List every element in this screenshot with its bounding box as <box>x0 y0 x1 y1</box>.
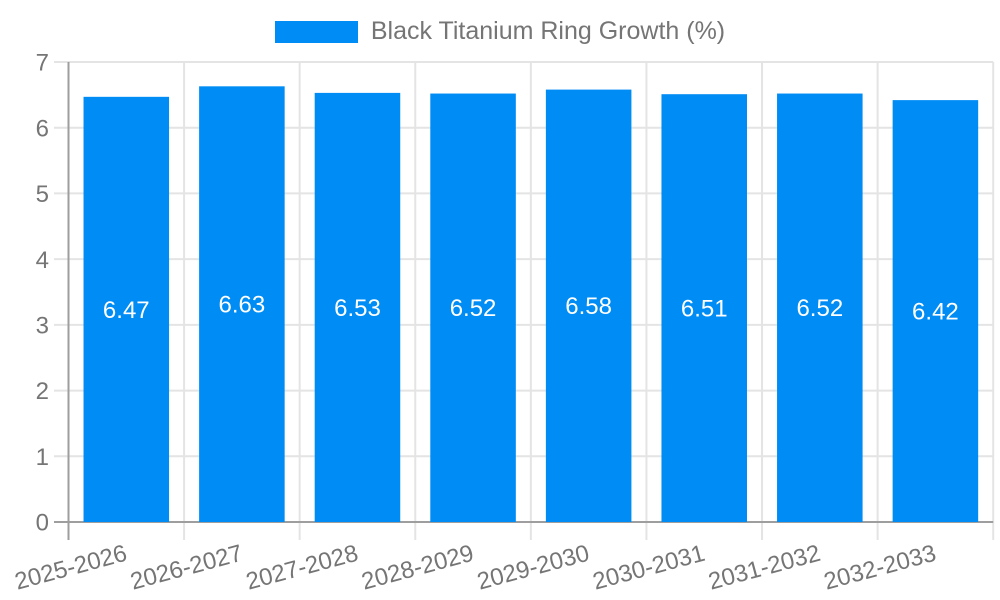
legend-swatch-icon <box>274 20 358 43</box>
bar-2028-2029[interactable] <box>430 93 516 523</box>
x-tick-label: 2028-2029 <box>359 540 477 596</box>
y-tick-label: 3 <box>36 312 49 339</box>
bar-value-label: 6.58 <box>565 293 612 320</box>
legend[interactable]: Black Titanium Ring Growth (%) <box>0 19 1000 44</box>
bar-value-label: 6.53 <box>334 295 381 322</box>
bar-2025-2026[interactable] <box>83 96 170 522</box>
y-tick-label: 5 <box>36 181 49 208</box>
x-tick-label: 2027-2028 <box>243 540 361 596</box>
y-tick-label: 1 <box>36 444 49 471</box>
x-tick-label: 2025-2026 <box>12 540 130 596</box>
bar-value-label: 6.52 <box>796 295 843 322</box>
bar-value-label: 6.63 <box>219 292 266 319</box>
bar-2027-2028[interactable] <box>314 92 401 522</box>
y-tick-label: 4 <box>36 247 49 274</box>
y-tick-label: 6 <box>36 115 49 142</box>
x-tick-label: 2031-2032 <box>706 540 824 596</box>
y-tick-label: 7 <box>36 50 49 77</box>
legend-label: Black Titanium Ring Growth (%) <box>370 17 726 45</box>
y-tick-label: 0 <box>36 510 49 537</box>
x-tick-label: 2029-2030 <box>474 540 592 596</box>
bar-value-label: 6.47 <box>103 297 150 324</box>
bar-value-label: 6.51 <box>681 296 728 323</box>
x-tick-label: 2032-2033 <box>821 540 939 596</box>
bar-2032-2033[interactable] <box>892 100 979 522</box>
bar-2026-2027[interactable] <box>199 86 285 523</box>
bar-value-label: 6.42 <box>912 298 959 325</box>
y-tick-label: 2 <box>36 378 49 405</box>
x-tick-label: 2030-2031 <box>590 540 708 596</box>
bar-2029-2030[interactable] <box>545 89 632 522</box>
bar-2030-2031[interactable] <box>661 94 747 522</box>
bar-value-label: 6.52 <box>450 295 497 322</box>
bar-2031-2032[interactable] <box>777 93 863 523</box>
x-tick-label: 2026-2027 <box>128 540 246 596</box>
